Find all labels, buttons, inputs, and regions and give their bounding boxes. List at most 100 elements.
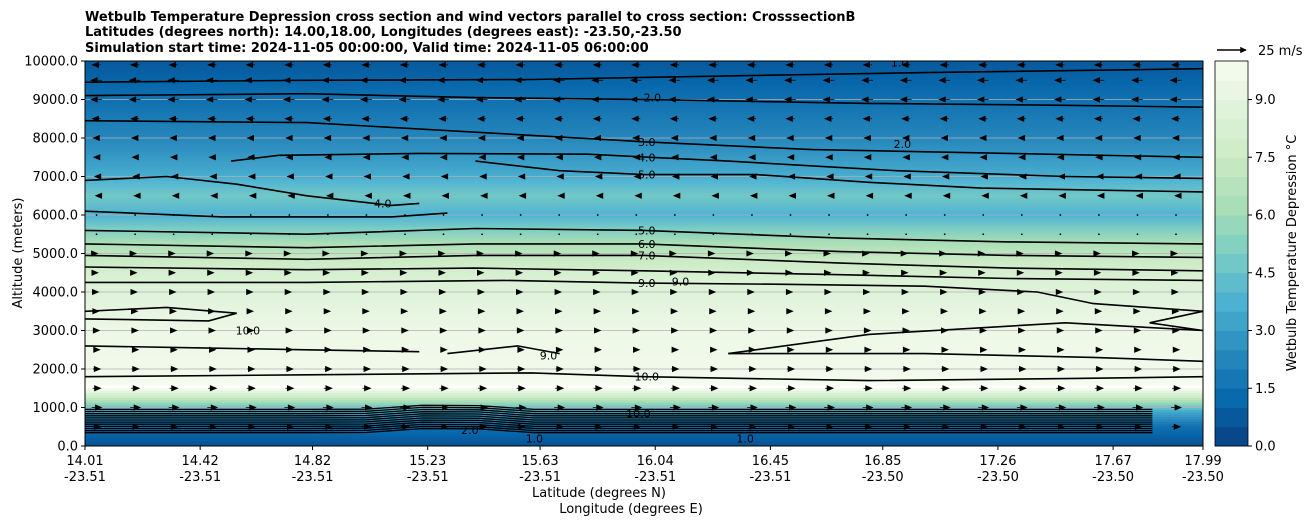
wind-vector — [901, 134, 910, 142]
wind-vector — [554, 115, 564, 122]
wind-vector — [593, 134, 601, 142]
wind-vector — [632, 308, 640, 315]
wind-vector — [863, 385, 873, 392]
wind-vector — [399, 115, 409, 122]
wind-vector — [865, 192, 874, 199]
wind-vector — [555, 308, 563, 315]
wind-vector — [554, 61, 564, 68]
fill-band — [85, 159, 1203, 163]
wind-vector — [207, 288, 216, 296]
wind-vector — [787, 346, 795, 353]
fill-band — [85, 215, 1203, 219]
wind-vector — [1093, 269, 1102, 276]
fill-band — [85, 335, 1203, 339]
contour-label: 9.0 — [638, 277, 656, 290]
wind-vector — [440, 346, 448, 353]
wind-vector — [131, 154, 139, 161]
wind-vector — [979, 385, 989, 392]
fill-band — [85, 284, 1203, 288]
contour-label: 9.0 — [540, 350, 558, 363]
wind-vector — [130, 269, 138, 276]
contour-label: 5.0 — [638, 169, 656, 182]
wind-vector — [364, 192, 372, 199]
fill-band — [85, 306, 1203, 310]
wind-vector — [361, 115, 371, 122]
fill-band — [85, 323, 1203, 327]
wind-vector — [593, 288, 601, 296]
fill-band — [85, 239, 1203, 243]
contour-line — [85, 243, 1203, 259]
wind-vector — [209, 346, 217, 353]
wind-vector — [246, 134, 254, 142]
wind-vector — [439, 134, 447, 142]
wind-vector — [403, 192, 411, 199]
wind-vector — [478, 346, 487, 353]
wind-vector — [1017, 134, 1026, 142]
wind-vector — [861, 77, 873, 84]
chart-title: Wetbulb Temperature Depression cross sec… — [85, 10, 855, 56]
fill-band — [85, 207, 1203, 211]
wind-vector — [1016, 115, 1026, 122]
wind-vector — [784, 77, 796, 84]
wind-vector — [211, 233, 214, 236]
fill-band — [85, 210, 1203, 214]
wind-vector — [208, 423, 218, 430]
fill-band — [85, 364, 1203, 368]
contour-line — [85, 67, 1203, 83]
wind-vector — [941, 365, 950, 373]
wind-vector — [1017, 288, 1025, 296]
wind-vector — [92, 154, 101, 161]
wind-vector — [324, 365, 333, 373]
wind-vector — [554, 404, 566, 411]
wind-vector — [208, 154, 216, 161]
wind-vector — [325, 192, 334, 199]
fill-band — [85, 441, 1203, 445]
wind-vector — [979, 423, 989, 430]
wind-vector — [1018, 346, 1027, 353]
surface-contour — [85, 423, 1153, 430]
contour-label: 5.0 — [638, 224, 656, 237]
wind-vector — [1131, 77, 1143, 84]
wind-vector — [515, 250, 523, 257]
fill-band — [85, 419, 1203, 423]
wind-vector — [901, 404, 913, 411]
fill-band — [85, 330, 1203, 334]
fill-band — [85, 436, 1203, 440]
wind-vector — [323, 423, 333, 430]
fill-band — [85, 279, 1203, 283]
wind-vector — [591, 77, 604, 84]
fill-band — [85, 150, 1203, 154]
wind-vector — [786, 154, 795, 161]
wind-vector — [709, 134, 717, 142]
wind-vector — [633, 173, 641, 180]
wind-vector — [172, 233, 175, 236]
wind-vector — [362, 134, 370, 142]
wind-vector — [91, 115, 101, 122]
contour-label: 6.0 — [638, 238, 656, 251]
wind-vector — [322, 61, 332, 68]
surface-contour — [85, 427, 1153, 434]
surface-contour — [85, 413, 1153, 419]
wind-vector — [899, 77, 912, 84]
wind-vector — [786, 385, 796, 392]
wind-vector — [708, 269, 716, 276]
wind-vector — [1132, 269, 1140, 276]
x-tick-label-lat: 15.63 — [521, 454, 558, 469]
fill-band — [85, 260, 1203, 264]
colorbar-band — [1215, 176, 1248, 197]
wind-vector — [1171, 288, 1179, 296]
wind-vector — [901, 288, 910, 296]
fill-band — [85, 224, 1203, 228]
contour-line — [728, 352, 1203, 363]
wind-vector — [517, 346, 525, 353]
wind-vector — [823, 61, 834, 68]
fill-band — [85, 383, 1203, 387]
wind-vector — [1056, 308, 1064, 315]
fill-band — [85, 123, 1203, 127]
wind-vector — [979, 327, 988, 334]
fill-band — [85, 205, 1203, 209]
wind-vector — [1134, 346, 1142, 353]
wind-vector — [208, 134, 216, 142]
fill-band — [85, 347, 1203, 351]
fill-band — [85, 258, 1203, 262]
